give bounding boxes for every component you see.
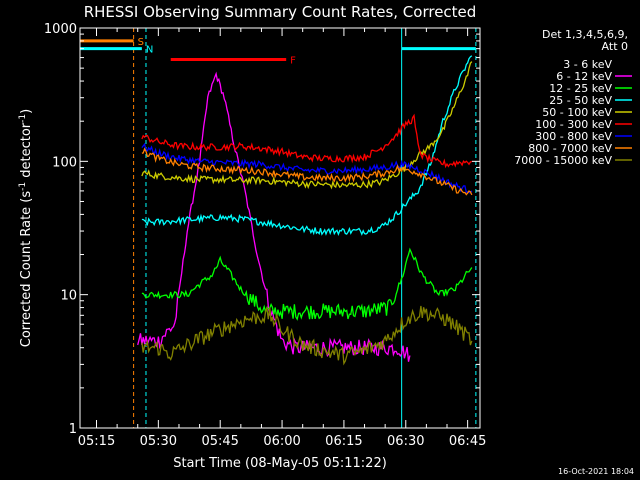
x-axis-label: Start Time (08-May-05 05:11:22) [173,456,387,471]
series-line [137,71,411,362]
legend-label-0: 3 - 6 keV [563,58,612,71]
series-4 [141,61,473,190]
legend-label-6: 300 - 800 keV [535,130,612,143]
legend-label-2: 12 - 25 keV [549,82,612,95]
legend-label-4: 50 - 100 keV [542,106,612,119]
annotation-label-1: N [146,45,153,56]
series-7 [141,147,473,196]
series-line [141,113,473,169]
y-axis-label: Corrected Count Rate (s-1 detector-1) [18,109,34,347]
legend-label-3: 25 - 50 keV [549,94,612,107]
legend-header-line2: Att 0 [602,40,628,53]
series-6 [141,142,473,194]
y-tick-label: 10 [60,289,77,304]
series-2 [141,247,473,321]
y-axis-label-sup1: -1 [18,182,28,191]
x-tick-label: 06:30 [387,434,424,449]
series-1 [137,71,411,362]
legend-header-line1: Det 1,3,4,5,6,9, [542,28,628,41]
series-line [141,55,473,237]
x-tick-label: 06:00 [263,434,300,449]
series-5 [141,113,473,169]
y-tick-label: 1 [69,422,77,437]
series-line [141,305,473,366]
axes: 1 10 100 1000 05:15 05:30 05:45 06:00 06:15 06:30… [44,22,486,449]
y-axis-label-mid: detector [19,122,34,182]
series-8 [141,305,473,366]
series-line [141,247,473,321]
y-axis-label-sup2: -1 [18,114,28,123]
legend-label-8: 7000 - 15000 keV [514,154,612,167]
annotation-label-0: S [138,37,144,48]
chart-title: RHESSI Observing Summary Count Rates, Co… [84,3,477,21]
legend-label-5: 100 - 300 keV [535,118,612,131]
plot-area: SN F [79,28,477,430]
plot-frame [79,27,481,429]
annotation-label-2: F [290,56,296,67]
series-line [141,147,473,196]
x-tick-label: 06:45 [449,434,486,449]
legend-label-1: 6 - 12 keV [556,70,612,83]
y-axis-label-end: ) [19,109,34,114]
legend-label-7: 800 - 7000 keV [528,142,612,155]
footer-timestamp: 16-Oct-2021 18:04 [558,467,634,476]
y-tick-label: 100 [52,155,77,170]
x-tick-label: 05:30 [140,434,177,449]
x-tick-label: 05:45 [201,434,238,449]
x-tick-label: 05:15 [78,434,115,449]
series-3 [141,55,473,237]
x-tick-label: 06:15 [325,434,362,449]
y-tick-label: 1000 [44,22,77,37]
y-axis-label-main: Corrected Count Rate (s [19,191,34,348]
series-line [141,61,473,190]
series-line [141,142,473,194]
